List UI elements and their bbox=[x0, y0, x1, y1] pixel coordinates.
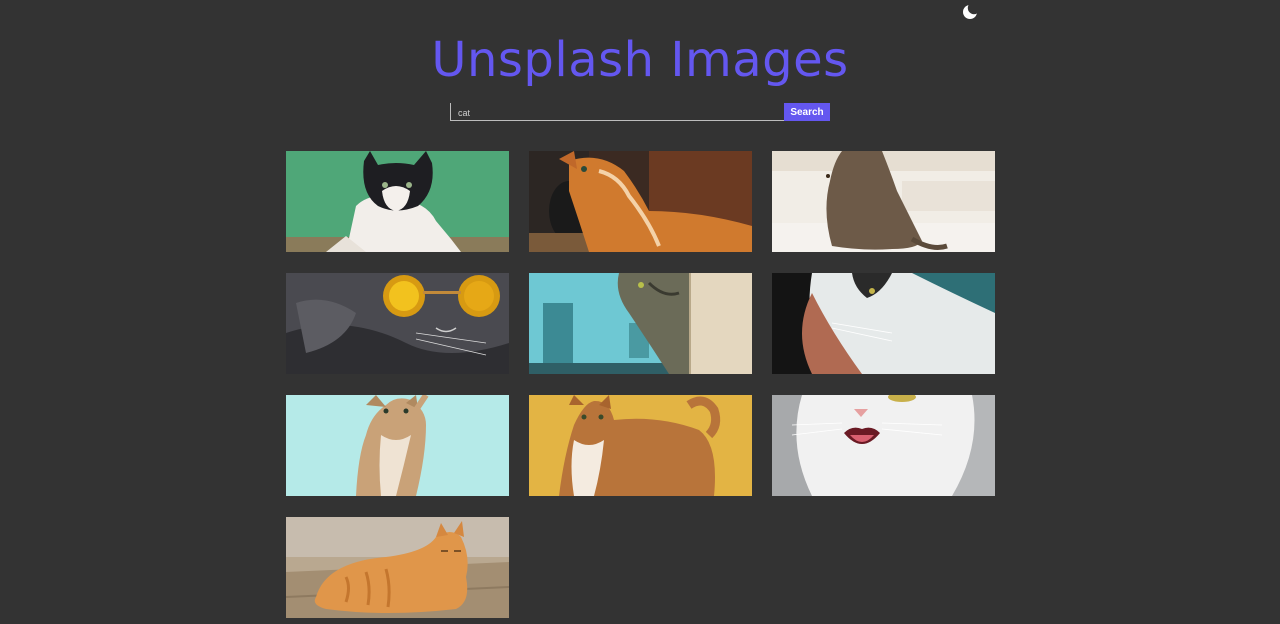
search-form: Search bbox=[450, 103, 830, 121]
image-result[interactable] bbox=[286, 151, 509, 252]
image-result[interactable] bbox=[529, 395, 752, 496]
search-button[interactable]: Search bbox=[784, 103, 830, 121]
image-result[interactable] bbox=[286, 273, 509, 374]
image-results-grid bbox=[286, 151, 995, 618]
image-result[interactable] bbox=[772, 151, 995, 252]
image-result[interactable] bbox=[286, 395, 509, 496]
image-result[interactable] bbox=[286, 517, 509, 618]
page-title: Unsplash Images bbox=[431, 32, 849, 88]
moon-icon[interactable] bbox=[960, 1, 981, 21]
search-input[interactable] bbox=[450, 103, 784, 121]
image-result[interactable] bbox=[772, 395, 995, 496]
image-result[interactable] bbox=[529, 151, 752, 252]
image-result[interactable] bbox=[529, 273, 752, 374]
image-result[interactable] bbox=[772, 273, 995, 374]
